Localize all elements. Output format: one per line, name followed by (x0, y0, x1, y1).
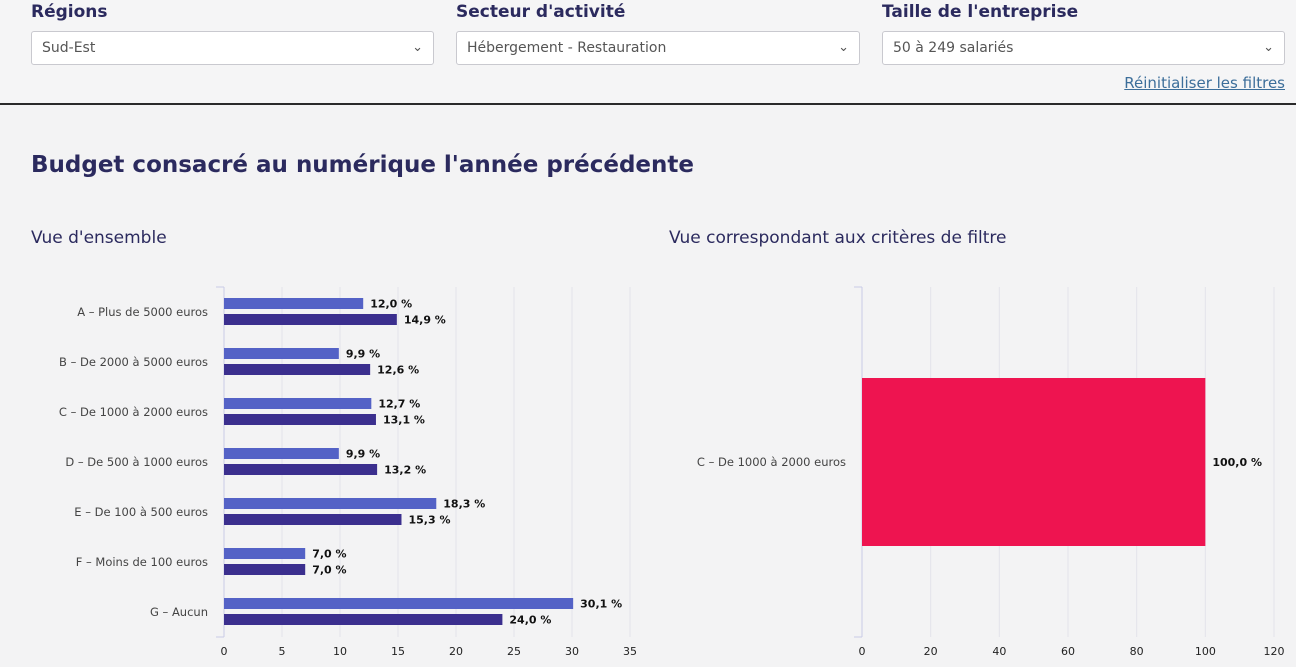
data-label: 12,6 % (377, 364, 419, 377)
data-bar (224, 348, 339, 359)
data-label: 9,9 % (346, 448, 380, 461)
sector-select-value: Hébergement - Restauration (467, 40, 667, 56)
category-label: G – Aucun (150, 605, 208, 619)
regions-select[interactable]: Sud-Est ⌄ (31, 31, 434, 65)
category-label: A – Plus de 5000 euros (77, 305, 208, 319)
x-tick-label: 20 (449, 645, 463, 658)
data-label: 13,2 % (384, 464, 426, 477)
regions-select-value: Sud-Est (42, 40, 96, 56)
x-tick-label: 15 (391, 645, 405, 658)
data-bar (224, 464, 378, 475)
chevron-down-icon: ⌄ (838, 40, 849, 55)
data-label: 18,3 % (443, 498, 485, 511)
overview-chart-title: Vue d'ensemble (31, 228, 167, 248)
data-bar (224, 298, 364, 309)
x-tick-label: 0 (859, 645, 866, 658)
data-label: 24,0 % (509, 614, 551, 627)
category-label: C – De 1000 à 2000 euros (697, 455, 846, 469)
x-tick-label: 0 (221, 645, 228, 658)
filtered-bar-chart: 0 20 40 60 80 100 120 C – De 1000 à 2000 euros 1… (697, 286, 1285, 658)
category-label: D – De 500 à 1000 euros (65, 455, 208, 469)
x-tick-label: 40 (992, 645, 1006, 658)
category-label: B – De 2000 à 5000 euros (59, 355, 208, 369)
reset-filters-link[interactable]: Réinitialiser les filtres (1124, 74, 1285, 92)
x-tick-label: 60 (1061, 645, 1075, 658)
data-label: 9,9 % (346, 348, 380, 361)
category-label: C – De 1000 à 2000 euros (59, 405, 208, 419)
filters-divider (0, 103, 1296, 105)
data-label: 14,9 % (404, 314, 446, 327)
data-bar (224, 548, 306, 559)
chevron-down-icon: ⌄ (412, 40, 423, 55)
x-tick-label: 100 (1195, 645, 1216, 658)
x-tick-label: 35 (623, 645, 637, 658)
data-bar (224, 314, 397, 325)
data-label: 12,7 % (378, 398, 420, 411)
data-label: 100,0 % (1212, 456, 1262, 469)
data-label: 7,0 % (312, 548, 346, 561)
data-bar (224, 564, 306, 575)
chevron-down-icon: ⌄ (1263, 40, 1274, 55)
data-label: 12,0 % (370, 298, 412, 311)
filtered-chart-title: Vue correspondant aux critères de filtre (669, 228, 1007, 248)
size-select-value: 50 à 249 salariés (893, 40, 1014, 56)
filters-panel: Régions Sud-Est ⌄ Secteur d'activité Héb… (0, 0, 1296, 104)
data-bar (224, 364, 371, 375)
data-bar (224, 398, 372, 409)
x-tick-label: 25 (507, 645, 521, 658)
sector-label: Secteur d'activité (456, 2, 626, 22)
overview-bar-chart: 0 5 10 15 20 25 30 35 A – Plus de 5000 euros 12,0… (59, 286, 637, 658)
regions-label: Régions (31, 2, 108, 22)
data-bar (224, 414, 376, 425)
data-bar (224, 514, 402, 525)
x-tick-label: 30 (565, 645, 579, 658)
data-label: 30,1 % (580, 598, 622, 611)
data-bar (224, 498, 437, 509)
x-tick-label: 10 (333, 645, 347, 658)
size-label: Taille de l'entreprise (882, 2, 1079, 22)
size-select[interactable]: 50 à 249 salariés ⌄ (882, 31, 1285, 65)
sector-select[interactable]: Hébergement - Restauration ⌄ (456, 31, 860, 65)
page-title: Budget consacré au numérique l'année pré… (31, 152, 694, 178)
x-tick-label: 20 (924, 645, 938, 658)
data-bar (224, 448, 339, 459)
data-bar (224, 614, 503, 625)
data-bar (224, 598, 574, 609)
x-tick-label: 80 (1130, 645, 1144, 658)
data-label: 7,0 % (312, 564, 346, 577)
data-bar (862, 378, 1206, 546)
category-label: E – De 100 à 500 euros (74, 505, 208, 519)
category-label: F – Moins de 100 euros (76, 555, 208, 569)
x-tick-label: 5 (279, 645, 286, 658)
data-label: 13,1 % (383, 414, 425, 427)
data-label: 15,3 % (408, 514, 450, 527)
x-tick-label: 120 (1264, 645, 1285, 658)
